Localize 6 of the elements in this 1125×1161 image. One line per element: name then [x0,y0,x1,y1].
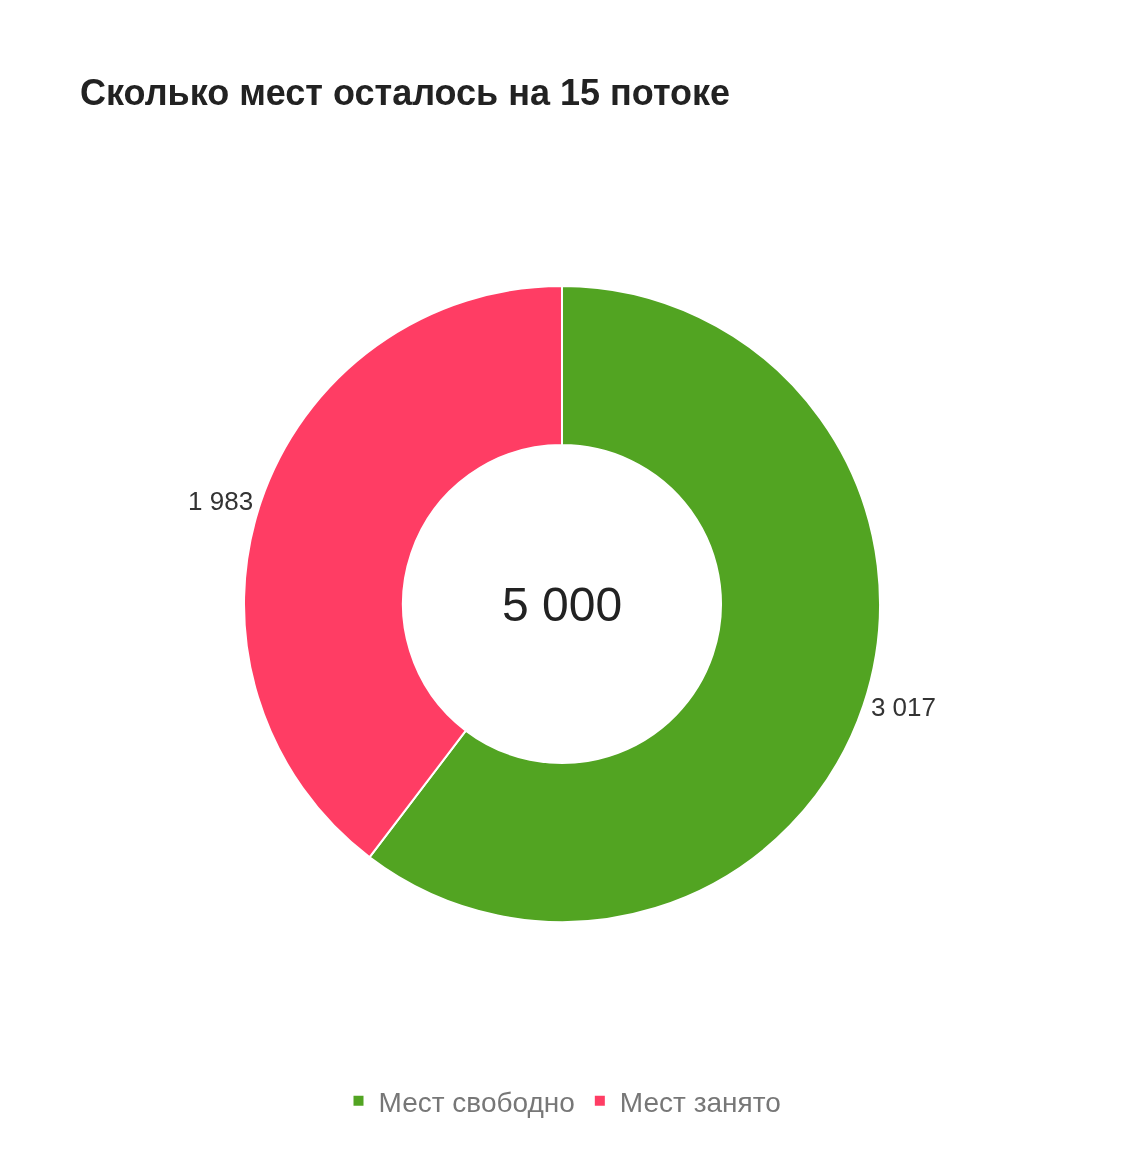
text: 5 000 [502,578,623,631]
legend-label: Мест занято [619,1086,781,1118]
data-label: 3 017 [870,692,936,723]
data-label: 1 983 [188,485,254,516]
chart-title: Сколько мест осталось на 15 потоке [80,71,731,113]
legend-label: Мест свободно [378,1086,575,1118]
